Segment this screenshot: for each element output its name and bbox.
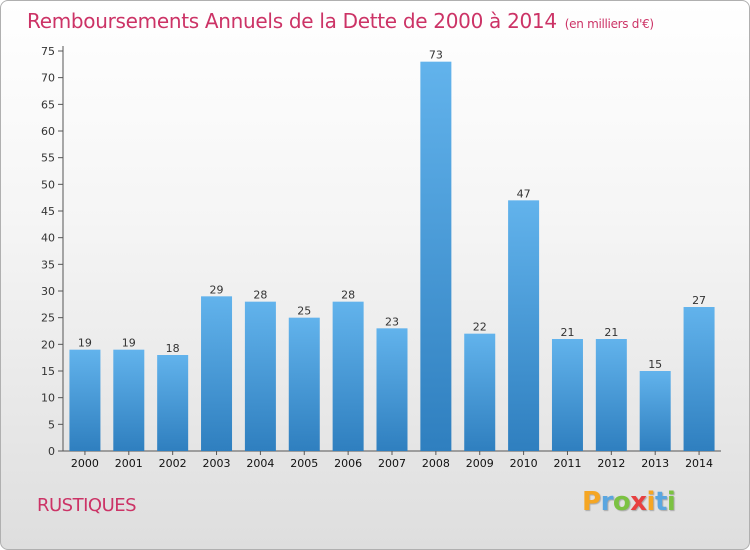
x-tick-label: 2008	[422, 457, 450, 470]
logo-letter: r	[600, 487, 614, 517]
x-tick-label: 2003	[203, 457, 231, 470]
data-label: 21	[560, 326, 574, 339]
x-tick-label: 2005	[290, 457, 318, 470]
logo-letter: P	[582, 487, 601, 517]
bar	[113, 349, 145, 451]
x-tick-label: 2009	[466, 457, 494, 470]
x-tick-label: 2002	[159, 457, 187, 470]
data-label: 19	[78, 337, 92, 350]
chart-axes: 0 5 10 15 20 25 30 35 40 45 50 55 60 65 70 75	[41, 45, 721, 458]
x-tick-label: 2006	[334, 457, 362, 470]
chart-bars	[69, 61, 715, 452]
bar	[157, 355, 189, 451]
bar	[332, 301, 364, 451]
data-label: 25	[297, 305, 311, 318]
data-label: 28	[341, 289, 355, 302]
bar	[683, 307, 715, 451]
y-tick-label: 15	[41, 365, 55, 378]
chart-labels: 2000 19 2001 19 2002 18 2003 29 2004 28 2005 25 2006…	[71, 49, 713, 470]
logo-letter: i	[646, 487, 656, 517]
data-label: 15	[648, 358, 662, 371]
x-tick-label: 2010	[510, 457, 538, 470]
data-label: 29	[210, 283, 224, 296]
logo-letter: o	[612, 487, 631, 517]
data-label: 19	[122, 337, 136, 350]
bar	[201, 296, 233, 451]
y-tick-label: 25	[41, 312, 55, 325]
data-label: 47	[517, 187, 531, 200]
y-tick-label: 65	[41, 98, 55, 111]
y-tick-label: 0	[48, 445, 55, 458]
data-label: 21	[604, 326, 618, 339]
data-label: 23	[385, 315, 399, 328]
bar	[420, 61, 452, 452]
data-label: 28	[253, 289, 267, 302]
proxiti-logo: Proxiti	[582, 487, 676, 517]
y-tick-label: 20	[41, 338, 55, 351]
data-label: 27	[692, 294, 706, 307]
logo-letter: t	[654, 487, 667, 517]
logo-letter: x	[630, 487, 647, 517]
bar	[551, 339, 583, 451]
x-tick-label: 2014	[685, 457, 713, 470]
x-tick-label: 2001	[115, 457, 143, 470]
bar	[376, 328, 408, 451]
x-tick-label: 2000	[71, 457, 99, 470]
bar	[639, 371, 671, 451]
y-tick-label: 30	[41, 285, 55, 298]
x-tick-label: 2011	[553, 457, 581, 470]
data-label: 22	[473, 321, 487, 334]
bar	[508, 200, 540, 451]
y-tick-label: 10	[41, 392, 55, 405]
bar	[464, 333, 496, 451]
y-tick-label: 55	[41, 152, 55, 165]
data-label: 18	[166, 342, 180, 355]
y-tick-label: 5	[48, 418, 55, 431]
chart-subtitle: (en milliers d'€)	[564, 17, 654, 31]
y-tick-label: 50	[41, 178, 55, 191]
y-tick-label: 35	[41, 258, 55, 271]
data-label: 73	[429, 49, 443, 62]
chart-title-text: Remboursements Annuels de la Dette de 20…	[27, 9, 557, 33]
chart-title: Remboursements Annuels de la Dette de 20…	[27, 9, 654, 33]
y-tick-label: 40	[41, 232, 55, 245]
y-tick-label: 75	[41, 45, 55, 58]
x-tick-label: 2013	[641, 457, 669, 470]
y-tick-label: 60	[41, 125, 55, 138]
logo-letter: i	[666, 487, 676, 517]
bar	[288, 317, 320, 451]
x-tick-label: 2012	[597, 457, 625, 470]
bar	[69, 349, 101, 451]
x-tick-label: 2004	[246, 457, 274, 470]
y-tick-label: 70	[41, 72, 55, 85]
bar	[595, 339, 627, 451]
commune-name: RUSTIQUES	[37, 495, 137, 516]
y-tick-label: 45	[41, 205, 55, 218]
x-tick-label: 2007	[378, 457, 406, 470]
bar	[244, 301, 276, 451]
